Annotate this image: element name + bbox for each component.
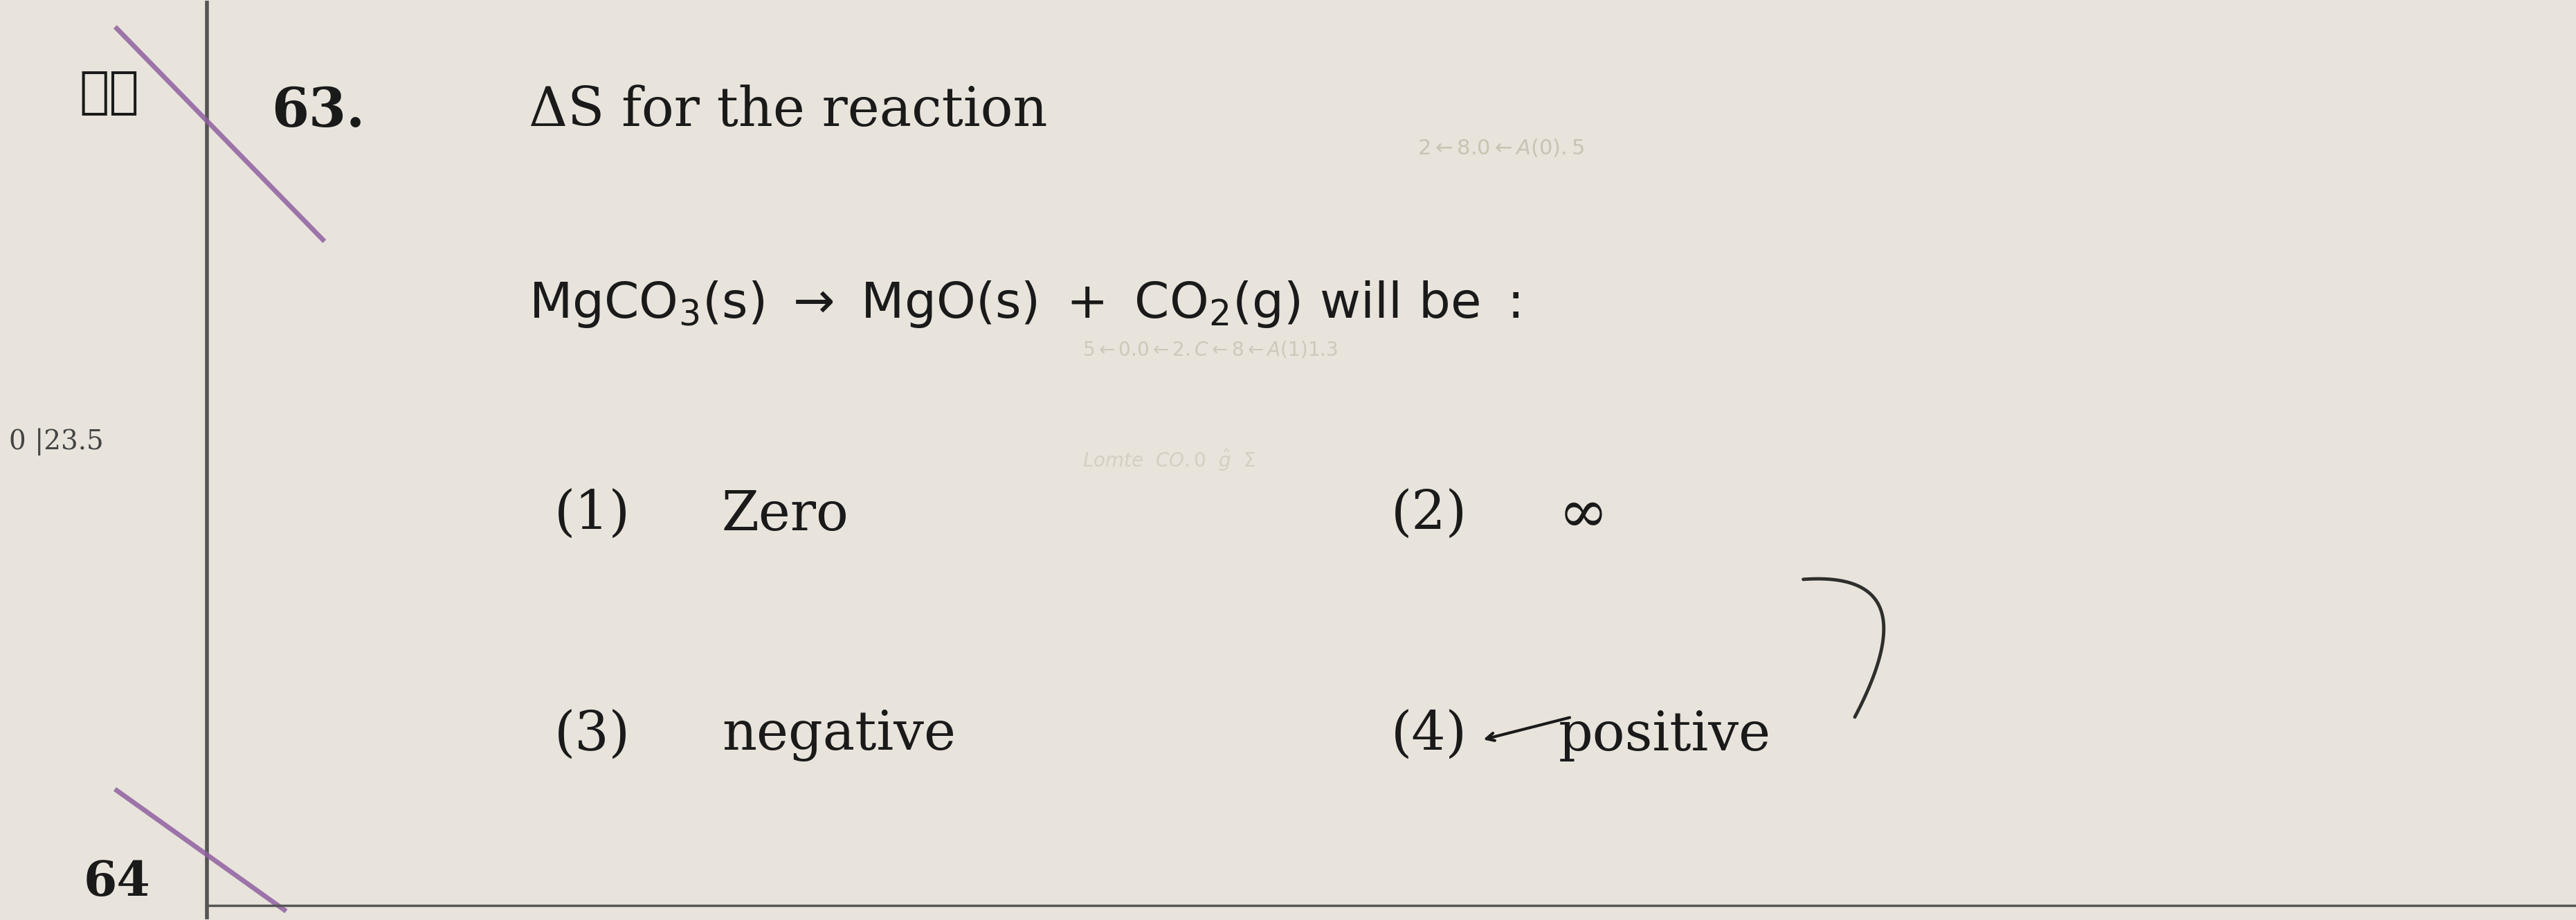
Text: $\mathrm{MgCO_3(s)\ \rightarrow\ MgO(s)\ +\ CO_2(g)\ will\ be\ :}$: $\mathrm{MgCO_3(s)\ \rightarrow\ MgO(s)\… — [528, 279, 1520, 329]
Text: 0 |23.5: 0 |23.5 — [8, 428, 103, 455]
Text: $Lomte\ \ CO.0\ \ \hat{g}\ \ \Sigma$: $Lomte\ \ CO.0\ \ \hat{g}\ \ \Sigma$ — [1082, 447, 1255, 473]
Text: ΔS for the reaction: ΔS for the reaction — [528, 85, 1048, 137]
Text: (2): (2) — [1391, 489, 1468, 541]
Text: $2 \leftarrow 8.0 \leftarrow A(0).5$: $2 \leftarrow 8.0 \leftarrow A(0).5$ — [1417, 137, 1584, 158]
Text: ∞: ∞ — [1558, 487, 1607, 544]
Text: (3): (3) — [554, 709, 631, 762]
Text: positive: positive — [1558, 709, 1770, 762]
Text: (4): (4) — [1391, 709, 1468, 762]
Text: 64: 64 — [82, 859, 149, 905]
Text: $5 \leftarrow 0.0 \leftarrow 2.C \leftarrow 8 \leftarrow A(1)1.3$: $5 \leftarrow 0.0 \leftarrow 2.C \leftar… — [1082, 339, 1337, 360]
Text: 63.: 63. — [270, 85, 366, 137]
Text: negative: negative — [721, 709, 956, 762]
Text: के: के — [80, 69, 139, 117]
Text: Zero: Zero — [721, 489, 850, 541]
Text: (1): (1) — [554, 489, 631, 541]
